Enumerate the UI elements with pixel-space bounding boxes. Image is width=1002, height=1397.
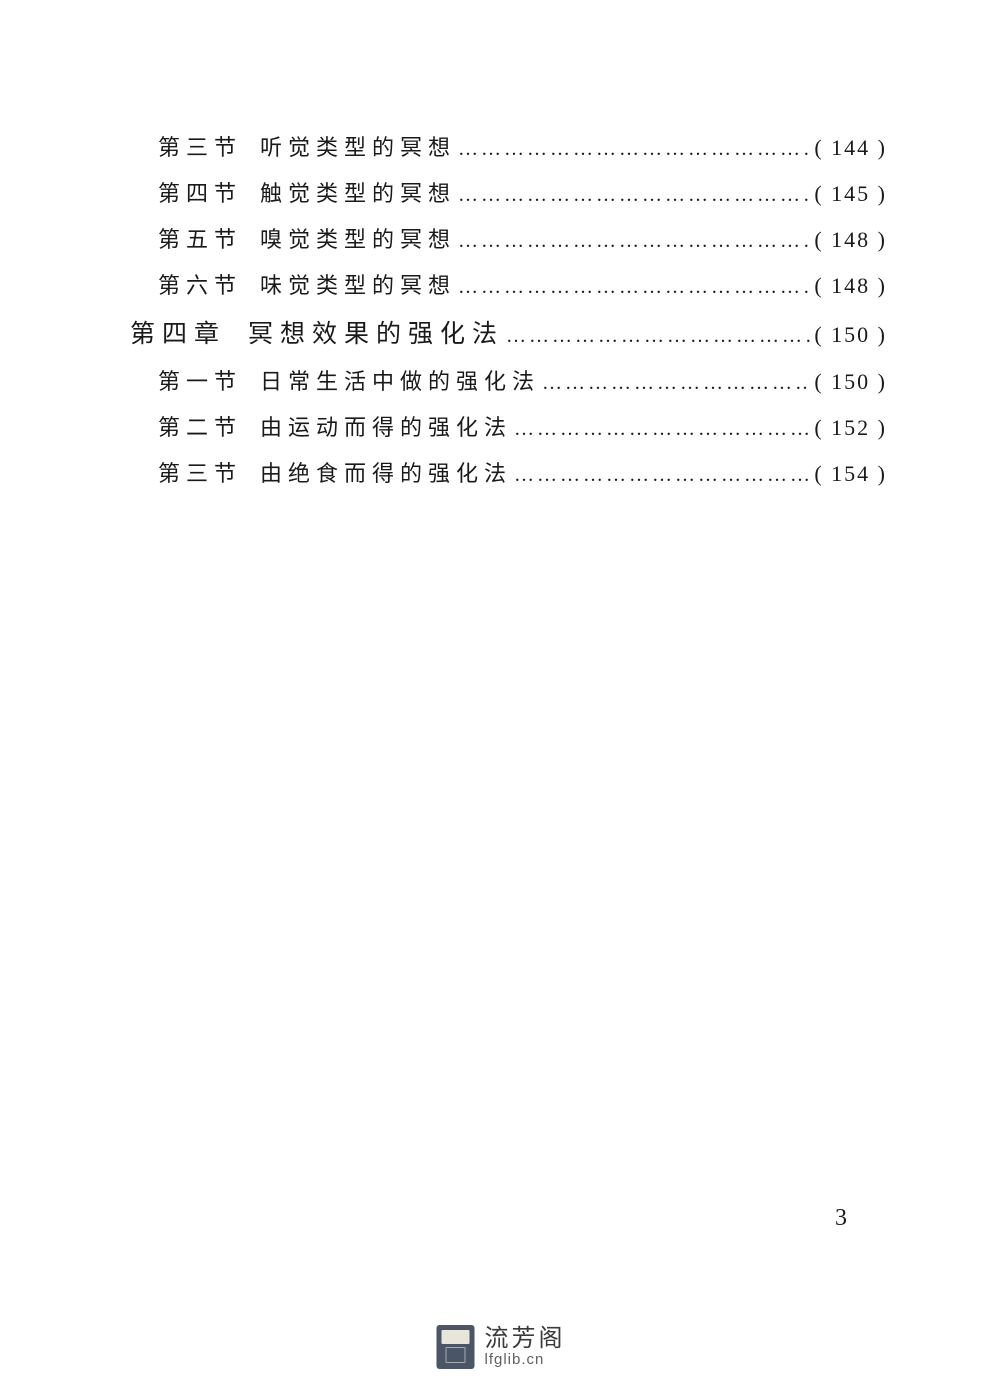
toc-leader-dots: ……………………………………………………………………	[458, 230, 810, 253]
watermark: 流芳阁 lfglib.cn	[437, 1325, 566, 1369]
page-number: 3	[835, 1205, 847, 1232]
toc-label: 第三节	[158, 130, 242, 162]
toc-title: 由绝食而得的强化法	[260, 456, 512, 488]
toc-title: 触觉类型的冥想	[260, 176, 456, 208]
toc-page-ref: ( 150 )	[814, 322, 887, 348]
toc-page-ref: ( 154 )	[814, 461, 887, 487]
toc-title: 味觉类型的冥想	[260, 268, 456, 300]
toc-entry: 第四章冥想效果的强化法……………………………………………………………………( 1…	[130, 314, 887, 350]
toc-entry: 第四节触觉类型的冥想……………………………………………………………………( 14…	[130, 176, 887, 208]
toc-leader-dots: ……………………………………………………………………	[458, 138, 810, 161]
toc-entry: 第三节听觉类型的冥想……………………………………………………………………( 14…	[130, 130, 887, 162]
toc-label: 第六节	[158, 268, 242, 300]
toc-leader-dots: ……………………………………………………………………	[514, 464, 810, 487]
toc-entry: 第五节嗅觉类型的冥想……………………………………………………………………( 14…	[130, 222, 887, 254]
toc-page-ref: ( 148 )	[814, 273, 887, 299]
toc-label: 第一节	[158, 364, 242, 396]
book-icon	[437, 1325, 475, 1369]
watermark-url: lfglib.cn	[485, 1352, 566, 1369]
toc-label: 第四章	[130, 314, 226, 350]
toc-title: 听觉类型的冥想	[260, 130, 456, 162]
toc-page-ref: ( 148 )	[814, 227, 887, 253]
watermark-name: 流芳阁	[485, 1326, 566, 1352]
toc-title: 冥想效果的强化法	[248, 314, 504, 350]
toc-page-ref: ( 145 )	[814, 181, 887, 207]
toc-title: 由运动而得的强化法	[260, 410, 512, 442]
toc-page-ref: ( 144 )	[814, 135, 887, 161]
toc-label: 第二节	[158, 410, 242, 442]
toc-leader-dots: ……………………………………………………………………	[542, 372, 810, 395]
toc-page-ref: ( 150 )	[814, 369, 887, 395]
toc-title: 日常生活中做的强化法	[260, 364, 540, 396]
toc-label: 第五节	[158, 222, 242, 254]
table-of-contents: 第三节听觉类型的冥想……………………………………………………………………( 14…	[130, 130, 887, 488]
toc-entry: 第二节由运动而得的强化法……………………………………………………………………( …	[130, 410, 887, 442]
toc-label: 第三节	[158, 456, 242, 488]
toc-leader-dots: ……………………………………………………………………	[514, 418, 810, 441]
document-page: 第三节听觉类型的冥想……………………………………………………………………( 14…	[0, 0, 1002, 1397]
toc-entry: 第六节味觉类型的冥想……………………………………………………………………( 14…	[130, 268, 887, 300]
toc-label: 第四节	[158, 176, 242, 208]
toc-leader-dots: ……………………………………………………………………	[506, 325, 810, 348]
watermark-text: 流芳阁 lfglib.cn	[485, 1326, 566, 1369]
toc-title: 嗅觉类型的冥想	[260, 222, 456, 254]
toc-leader-dots: ……………………………………………………………………	[458, 184, 810, 207]
toc-page-ref: ( 152 )	[814, 415, 887, 441]
toc-leader-dots: ……………………………………………………………………	[458, 276, 810, 299]
toc-entry: 第三节由绝食而得的强化法……………………………………………………………………( …	[130, 456, 887, 488]
toc-entry: 第一节日常生活中做的强化法……………………………………………………………………(…	[130, 364, 887, 396]
